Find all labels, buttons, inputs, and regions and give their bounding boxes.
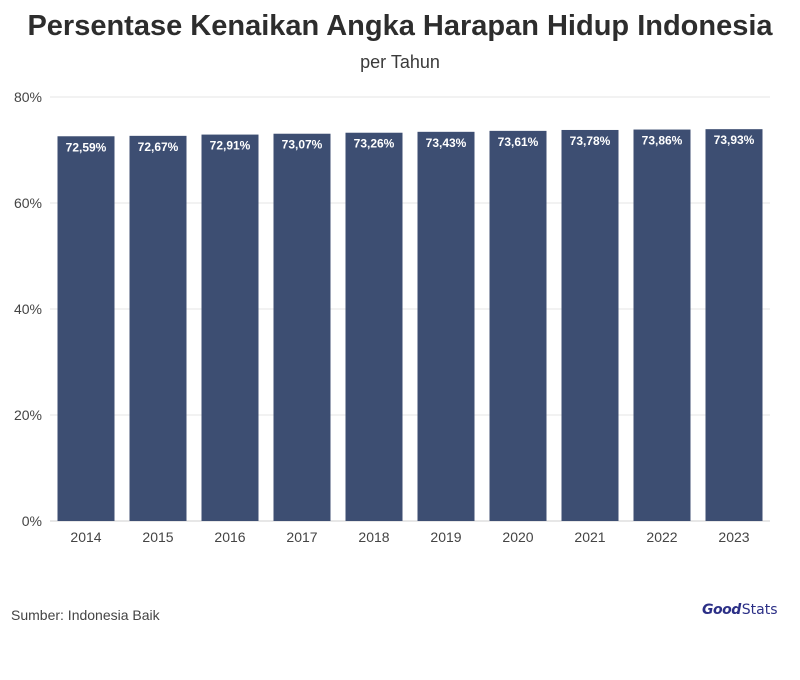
data-label: 73,07% xyxy=(282,138,323,152)
data-label: 73,43% xyxy=(426,136,467,150)
bar xyxy=(417,131,475,522)
x-tick-label: 2023 xyxy=(718,529,749,545)
x-tick-label: 2021 xyxy=(574,529,605,545)
data-label: 73,86% xyxy=(642,134,683,148)
x-tick-label: 2015 xyxy=(142,529,173,545)
y-tick-label: 60% xyxy=(14,195,42,211)
chart-title: Persentase Kenaikan Angka Harapan Hidup … xyxy=(27,10,773,42)
chart-subtitle: per Tahun xyxy=(360,52,440,72)
data-label: 72,59% xyxy=(66,140,107,154)
data-label: 73,78% xyxy=(570,134,611,148)
bar-chart: 0% 20% 40% 60% 80% 72,59% 2014 72,67% 2015 72,91%… xyxy=(14,89,770,545)
bar xyxy=(633,129,691,522)
data-label: 72,67% xyxy=(138,140,179,154)
bar xyxy=(57,136,115,521)
x-tick-label: 2020 xyxy=(502,529,533,545)
bar xyxy=(561,129,619,521)
bar xyxy=(201,134,259,521)
data-label: 73,93% xyxy=(714,133,755,147)
source-note: Sumber: Indonesia Baik xyxy=(11,607,160,623)
x-tick-label: 2022 xyxy=(646,529,677,545)
bar xyxy=(705,129,763,521)
logo-good: Good xyxy=(702,602,741,618)
bar xyxy=(273,133,331,521)
bar xyxy=(345,132,403,522)
goodstats-logo: GoodStats xyxy=(702,602,778,618)
y-tick-label: 40% xyxy=(14,301,42,317)
bar xyxy=(489,130,547,521)
logo-stats: Stats xyxy=(741,602,778,618)
y-tick-label: 20% xyxy=(14,407,42,423)
x-tick-label: 2014 xyxy=(70,529,101,545)
x-tick-label: 2017 xyxy=(286,529,317,545)
data-label: 73,61% xyxy=(498,135,539,149)
data-label: 73,26% xyxy=(354,137,395,151)
bar xyxy=(129,135,187,521)
x-tick-label: 2016 xyxy=(214,529,245,545)
x-tick-label: 2018 xyxy=(358,529,389,545)
x-tick-label: 2019 xyxy=(430,529,461,545)
y-tick-label: 80% xyxy=(14,89,42,105)
y-tick-label: 0% xyxy=(22,513,42,529)
data-label: 72,91% xyxy=(210,139,251,153)
